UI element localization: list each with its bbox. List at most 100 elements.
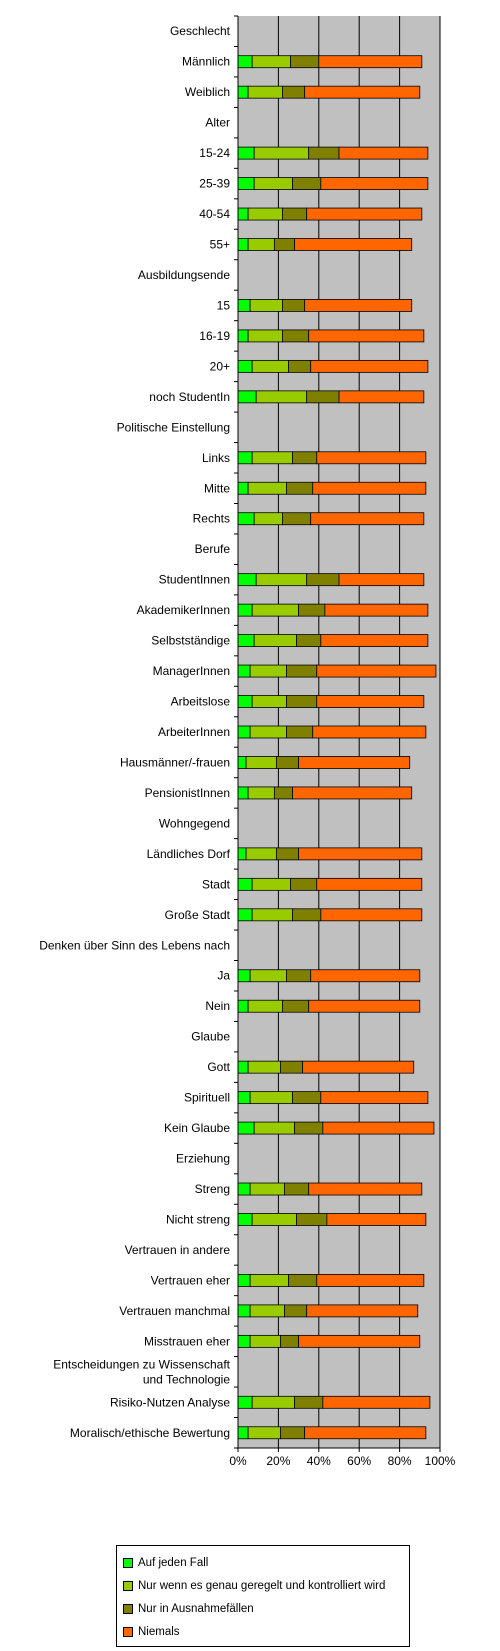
- bar-segment: [253, 634, 297, 647]
- bar-segment: [308, 146, 340, 160]
- category-label: 40-54: [199, 207, 230, 221]
- category-label: Vertrauen eher: [151, 1273, 230, 1287]
- bar-segment: [292, 1091, 322, 1105]
- category-label: Ausbildungsende: [138, 268, 230, 282]
- category-label: 15: [217, 298, 231, 312]
- bar-segment: [249, 1334, 281, 1348]
- bar-segment: [249, 664, 287, 678]
- legend-label: Nur in Ausnahmefällen: [138, 1602, 254, 1615]
- bar-segment: [237, 634, 255, 647]
- category-label: Gott: [207, 1060, 230, 1074]
- bar-segment: [237, 177, 255, 190]
- bar-segment: [286, 481, 314, 495]
- category-label: Vertrauen in andere: [125, 1243, 231, 1257]
- bar-segment: [308, 1182, 423, 1196]
- bar-segment: [237, 664, 251, 678]
- bar-segment: [338, 146, 429, 160]
- bar-segment: [249, 299, 283, 312]
- bar-segment: [306, 207, 423, 221]
- category-label: Weiblich: [185, 85, 230, 99]
- bar-segment: [237, 877, 253, 891]
- category-label: 16-19: [199, 329, 230, 343]
- bar-segment: [237, 1274, 251, 1287]
- bar-segment: [237, 85, 249, 99]
- bar-segment: [338, 573, 425, 587]
- bar-segment: [292, 786, 413, 800]
- category-label: Stadt: [202, 877, 231, 891]
- bar-segment: [320, 908, 423, 922]
- category-label: Hausmänner/-frauen: [120, 755, 230, 769]
- category-label: Wohngegend: [159, 816, 230, 830]
- bar-segment: [237, 1395, 253, 1409]
- bar-segment: [286, 969, 312, 983]
- x-tick-label: 80%: [388, 1454, 412, 1468]
- category-label: AkademikerInnen: [137, 603, 230, 617]
- bar-segment: [237, 908, 253, 922]
- bar-segment: [237, 756, 247, 769]
- category-label: Misstrauen eher: [144, 1334, 230, 1348]
- bar-segment: [251, 877, 291, 891]
- bar-segment: [310, 359, 429, 373]
- x-tick-label: 100%: [425, 1454, 456, 1468]
- bar-segment: [237, 1334, 251, 1348]
- bar-segment: [298, 603, 326, 617]
- bar-segment: [237, 1304, 251, 1318]
- bar-segment: [247, 1426, 281, 1440]
- bar-segment: [237, 481, 249, 495]
- bar-segment: [253, 146, 310, 160]
- bar-segment: [284, 1182, 310, 1196]
- bar-segment: [312, 481, 427, 495]
- bar-segment: [247, 999, 283, 1013]
- bar-segment: [316, 664, 437, 678]
- legend-swatch-nur-in-ausnahmefaellen: [123, 1603, 133, 1614]
- category-label: Risiko-Nutzen Analyse: [110, 1395, 230, 1409]
- bar-segment: [316, 451, 427, 465]
- bar-segment: [237, 1060, 249, 1074]
- bar-segment: [237, 969, 251, 983]
- bar-segment: [308, 329, 425, 343]
- legend-item-auf-jeden-fall: Auf jeden Fall: [123, 1551, 403, 1574]
- category-label: 15-24: [199, 146, 230, 160]
- category-label: Geschlecht: [170, 24, 231, 38]
- bar-segment: [253, 512, 283, 526]
- bar-segment: [247, 786, 275, 800]
- bar-segment: [318, 55, 423, 69]
- bar-segment: [306, 1304, 419, 1318]
- bar-segment: [316, 1274, 425, 1287]
- bar-segment: [312, 725, 427, 739]
- bar-segment: [324, 603, 429, 617]
- bar-segment: [316, 877, 423, 891]
- category-label: ArbeiterInnen: [158, 725, 230, 739]
- category-label: Denken über Sinn des Lebens nach: [39, 938, 230, 952]
- category-label: Spirituell: [184, 1091, 230, 1105]
- bar-segment: [237, 146, 255, 160]
- bar-segment: [237, 1213, 253, 1226]
- bar-segment: [304, 1426, 427, 1440]
- legend-item-nur-wenn-geregelt: Nur wenn es genau geregelt und kontrolli…: [123, 1574, 403, 1597]
- category-label: Politische Einstellung: [117, 420, 230, 434]
- category-label: Nicht streng: [166, 1212, 230, 1226]
- bar-segment: [280, 1426, 306, 1440]
- bar-segment: [286, 695, 318, 708]
- bar-segment: [237, 1182, 251, 1196]
- legend-label: Nur wenn es genau geregelt und kontrolli…: [138, 1579, 386, 1592]
- category-label: noch StudentIn: [149, 390, 230, 404]
- bar-segment: [292, 908, 322, 922]
- bar-segment: [273, 238, 295, 251]
- bar-segment: [282, 329, 310, 343]
- bar-segment: [251, 695, 287, 708]
- bar-segment: [237, 1426, 249, 1440]
- category-label: Kein Glaube: [164, 1121, 230, 1135]
- category-label: Erziehung: [176, 1152, 230, 1166]
- legend-item-nur-in-ausnahmefaellen: Nur in Ausnahmefällen: [123, 1597, 403, 1620]
- x-tick-labels: 0% 20% 40% 60% 80% 100%: [229, 1448, 456, 1468]
- category-label: 25-39: [199, 177, 230, 191]
- category-label: 20+: [210, 359, 230, 373]
- bar-segment: [237, 786, 249, 800]
- bar-segment: [245, 756, 277, 769]
- bar-segment: [320, 1091, 429, 1105]
- bar-segment: [237, 390, 257, 404]
- x-tick-label: 60%: [347, 1454, 371, 1468]
- bar-segment: [237, 725, 251, 739]
- bar-segment: [237, 695, 253, 708]
